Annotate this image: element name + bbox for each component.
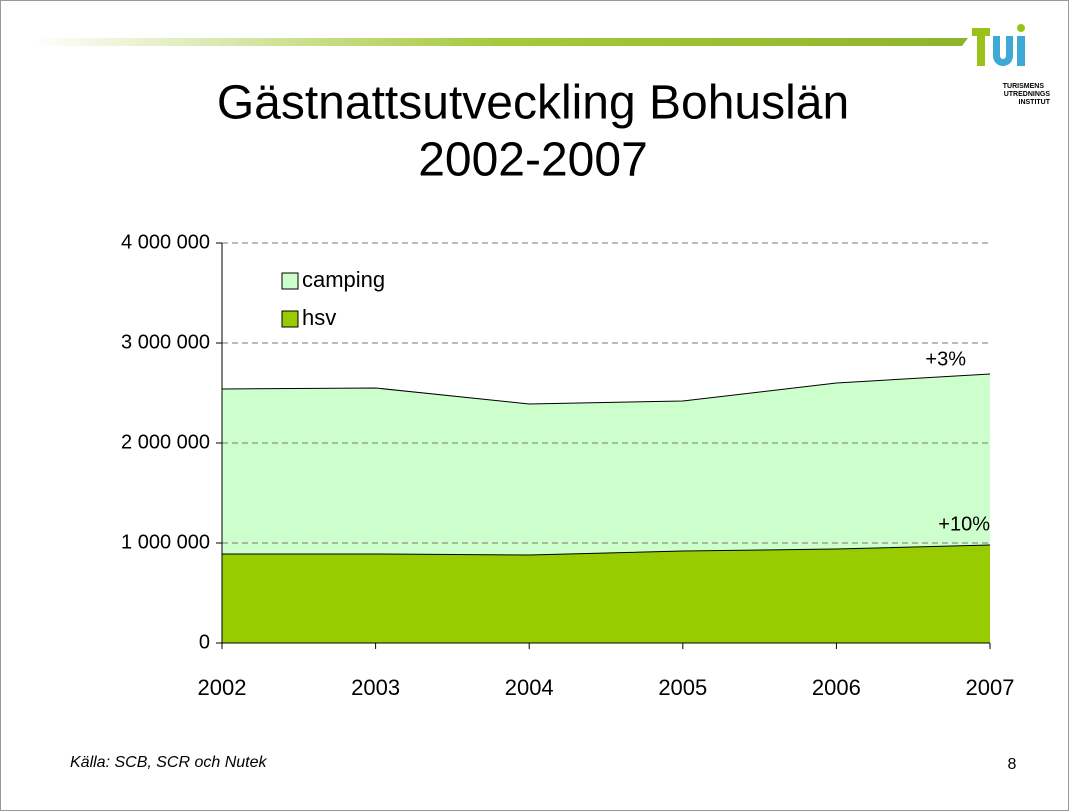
page-number: 8 bbox=[1008, 756, 1017, 773]
area-outline bbox=[221, 373, 991, 405]
header-bar bbox=[30, 38, 968, 46]
chart-title: 2002-2007 bbox=[418, 134, 648, 187]
y-tick-label: 0 bbox=[199, 631, 210, 653]
logo-shape bbox=[1017, 36, 1025, 66]
logo-text: TURISMENS bbox=[1003, 83, 1045, 90]
logo-shape bbox=[1017, 24, 1025, 32]
area bbox=[222, 545, 990, 643]
source: Källa: SCB, SCR och Nutek bbox=[70, 754, 268, 771]
logo-shape bbox=[977, 36, 985, 66]
annotation: +10% bbox=[938, 513, 990, 535]
area-outline bbox=[222, 544, 991, 556]
chart-title: Gästnattsutveckling Bohuslän bbox=[217, 77, 849, 130]
y-tick-label: 1 000 000 bbox=[121, 531, 210, 553]
legend-label: hsv bbox=[302, 305, 336, 330]
x-tick-label: 2003 bbox=[351, 675, 400, 700]
logo: TURISMENS UTREDNINGS INSTITUT bbox=[972, 24, 1051, 106]
y-tick-label: 3 000 000 bbox=[121, 331, 210, 353]
x-tick-label: 2005 bbox=[658, 675, 707, 700]
legend-swatch bbox=[281, 310, 299, 328]
area bbox=[222, 374, 990, 555]
legend-swatch bbox=[281, 272, 299, 290]
y-tick-label: 2 000 000 bbox=[121, 431, 210, 453]
logo-text: UTREDNINGS bbox=[1004, 91, 1051, 98]
logo-shape bbox=[972, 28, 990, 36]
annotation: +3% bbox=[925, 348, 966, 370]
logo-text: INSTITUT bbox=[1019, 99, 1051, 106]
x-tick-label: 2007 bbox=[966, 675, 1015, 700]
x-tick-label: 2006 bbox=[812, 675, 861, 700]
logo-shape bbox=[993, 36, 1013, 66]
y-tick-label: 4 000 000 bbox=[121, 231, 210, 253]
legend-label: camping bbox=[302, 267, 385, 292]
x-tick-label: 2004 bbox=[505, 675, 554, 700]
x-tick-label: 2002 bbox=[198, 675, 247, 700]
